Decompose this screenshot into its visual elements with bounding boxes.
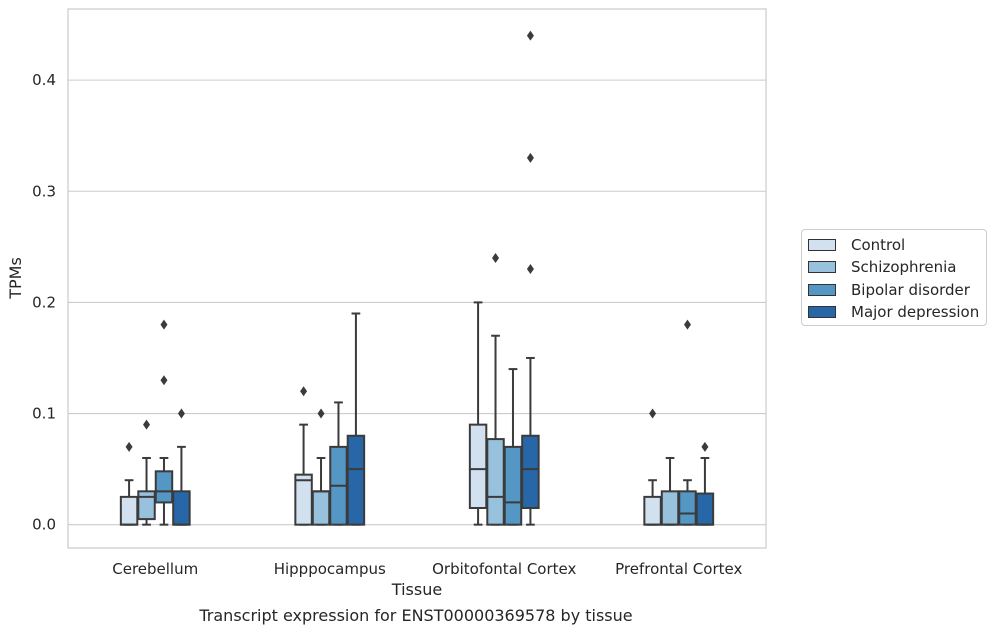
y-tick-label: 0.0 [32, 516, 56, 534]
box-iqr [137, 490, 156, 521]
x-tick-label-orbitofontal-cortex: Orbitofontal Cortex [432, 560, 576, 578]
box-major-depression-prefrontal-cortex [695, 441, 715, 526]
outlier-point [125, 441, 133, 452]
box-iqr [660, 490, 680, 526]
y-axis-ticks: 0.0 0.1 0.2 0.3 0.4 [32, 71, 56, 534]
y-tick-label: 0.4 [32, 71, 56, 89]
series-schizophrenia [137, 252, 680, 526]
outlier-point [649, 408, 657, 419]
legend: Control Schizophrenia Bipolar disorder M… [801, 229, 987, 326]
box-plot-series [119, 30, 715, 526]
box-iqr [486, 438, 505, 526]
box-schizophrenia-prefrontal-cortex [660, 456, 680, 526]
x-tick-label-prefrontal-cortex: Prefrontal Cortex [615, 560, 742, 578]
outlier-point [317, 408, 325, 419]
outlier-point [492, 252, 500, 263]
box-iqr [311, 490, 331, 526]
y-tick-label: 0.3 [32, 182, 56, 200]
legend-item-bipolar-disorder: Bipolar disorder [808, 281, 970, 299]
legend-label-major-depression: Major depression [851, 303, 980, 321]
y-axis-label: TPMs [6, 257, 25, 300]
box-iqr [119, 495, 139, 526]
outlier-point [300, 386, 308, 397]
x-axis-label: Tissue [391, 580, 442, 599]
box-bipolar-disorder-cerebellum [154, 319, 174, 526]
series-bipolar-disorder [154, 319, 697, 526]
y-tick-label: 0.2 [32, 293, 56, 311]
legend-label-bipolar-disorder: Bipolar disorder [851, 281, 970, 299]
box-iqr [346, 434, 366, 526]
outlier-point [683, 319, 691, 330]
plot-frame [67, 8, 767, 549]
box-schizophrenia-hipppocampus [311, 408, 331, 526]
box-major-depression-hipppocampus [346, 312, 366, 526]
box-control-cerebellum [119, 441, 139, 526]
legend-item-schizophrenia: Schizophrenia [808, 258, 956, 276]
box-control-prefrontal-cortex [643, 408, 662, 526]
outlier-point [160, 319, 168, 330]
box-control-orbitofontal-cortex [468, 301, 488, 526]
legend-label-control: Control [851, 236, 906, 254]
outlier-point [143, 419, 151, 430]
chart-caption: Transcript expression for ENST0000036957… [199, 606, 633, 625]
box-bipolar-disorder-hipppocampus [329, 401, 348, 526]
legend-swatch-major-depression [808, 306, 836, 318]
series-major-depression [172, 30, 715, 526]
box-bipolar-disorder-orbitofontal-cortex [503, 368, 523, 526]
legend-item-major-depression: Major depression [808, 303, 979, 321]
box-major-depression-cerebellum [172, 408, 191, 526]
series-control [119, 301, 662, 526]
legend-swatch-bipolar-disorder [808, 284, 836, 296]
box-iqr [503, 445, 523, 526]
legend-swatch-schizophrenia [808, 261, 836, 273]
box-iqr [678, 490, 697, 526]
box-iqr [154, 470, 174, 504]
box-iqr [521, 434, 540, 509]
legend-label-schizophrenia: Schizophrenia [851, 258, 957, 276]
outlier-point [160, 375, 168, 386]
box-bipolar-disorder-prefrontal-cortex [678, 319, 697, 526]
x-tick-label-cerebellum: Cerebellum [112, 560, 198, 578]
box-schizophrenia-cerebellum [137, 419, 156, 526]
outlier-point [526, 30, 534, 41]
x-tick-label-hipppocampus: Hipppocampus [274, 560, 386, 578]
box-iqr [172, 490, 191, 526]
plot-area [68, 9, 766, 548]
y-tick-label: 0.1 [32, 405, 56, 423]
outlier-point [177, 408, 185, 419]
outlier-point [526, 264, 534, 275]
outlier-point [701, 441, 709, 452]
x-axis-ticks: Cerebellum Hipppocampus Orbitofontal Corte… [112, 560, 742, 578]
legend-swatch-control [808, 239, 836, 251]
box-major-depression-orbitofontal-cortex [521, 30, 540, 526]
outlier-point [526, 152, 534, 163]
box-iqr [643, 495, 662, 526]
box-iqr [294, 473, 313, 526]
box-iqr [468, 423, 488, 509]
box-iqr [695, 492, 715, 526]
legend-item-control: Control [808, 236, 905, 254]
